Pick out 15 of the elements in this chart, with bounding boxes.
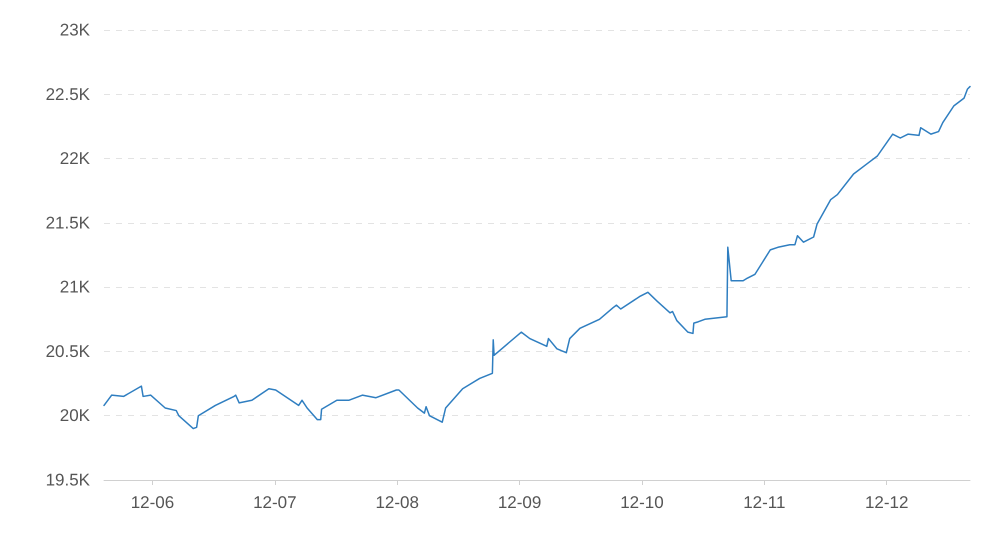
y-tick-label: 22K (60, 149, 91, 168)
y-tick-label: 23K (60, 20, 91, 40)
x-tick-label: 12-08 (375, 493, 419, 512)
x-tick-label: 12-12 (864, 493, 908, 512)
y-tick-label: 20K (60, 406, 91, 426)
x-tick-label: 12-07 (253, 493, 297, 512)
y-tick-label: 19.5K (46, 470, 91, 490)
x-tick-label: 12-09 (498, 493, 542, 512)
x-tick-label: 12-10 (620, 493, 664, 512)
y-tick-label: 21.5K (46, 213, 91, 232)
y-tick-label: 21K (60, 278, 91, 297)
y-tick-label: 22.5K (46, 84, 91, 104)
x-tick-label: 12-11 (743, 493, 786, 512)
x-tick-label: 12-06 (130, 493, 174, 512)
y-tick-label: 20.5K (46, 342, 91, 361)
